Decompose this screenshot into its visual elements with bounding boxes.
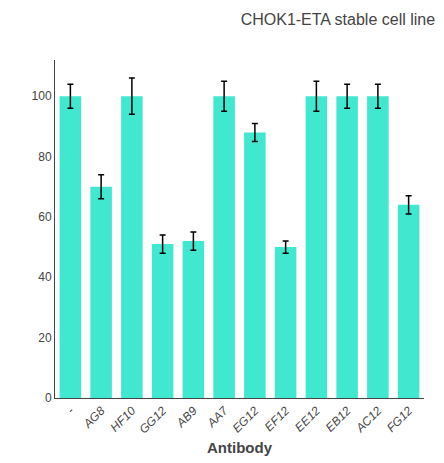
svg-text:HF10: HF10: [108, 404, 139, 435]
svg-text:-: -: [64, 404, 77, 417]
svg-text:AG8: AG8: [80, 404, 108, 432]
svg-text:80: 80: [38, 150, 52, 164]
svg-text:FG12: FG12: [384, 404, 415, 435]
svg-text:Antibody: Antibody: [207, 439, 273, 456]
svg-text:EE12: EE12: [292, 404, 323, 435]
svg-text:EB12: EB12: [323, 404, 354, 435]
svg-text:EG12: EG12: [230, 404, 262, 436]
svg-text:GG12: GG12: [136, 404, 169, 437]
svg-text:AC12: AC12: [352, 404, 384, 436]
svg-text:AA7: AA7: [204, 403, 232, 431]
svg-text:20: 20: [38, 331, 52, 345]
svg-text:CHOK1-ETA stable cell line: CHOK1-ETA stable cell line: [241, 11, 436, 28]
svg-text:100: 100: [32, 89, 52, 103]
svg-text:40: 40: [38, 270, 52, 284]
svg-text:0: 0: [45, 391, 52, 405]
svg-text:AB9: AB9: [173, 404, 200, 431]
svg-text:EF12: EF12: [262, 404, 292, 434]
svg-text:60: 60: [38, 210, 52, 224]
